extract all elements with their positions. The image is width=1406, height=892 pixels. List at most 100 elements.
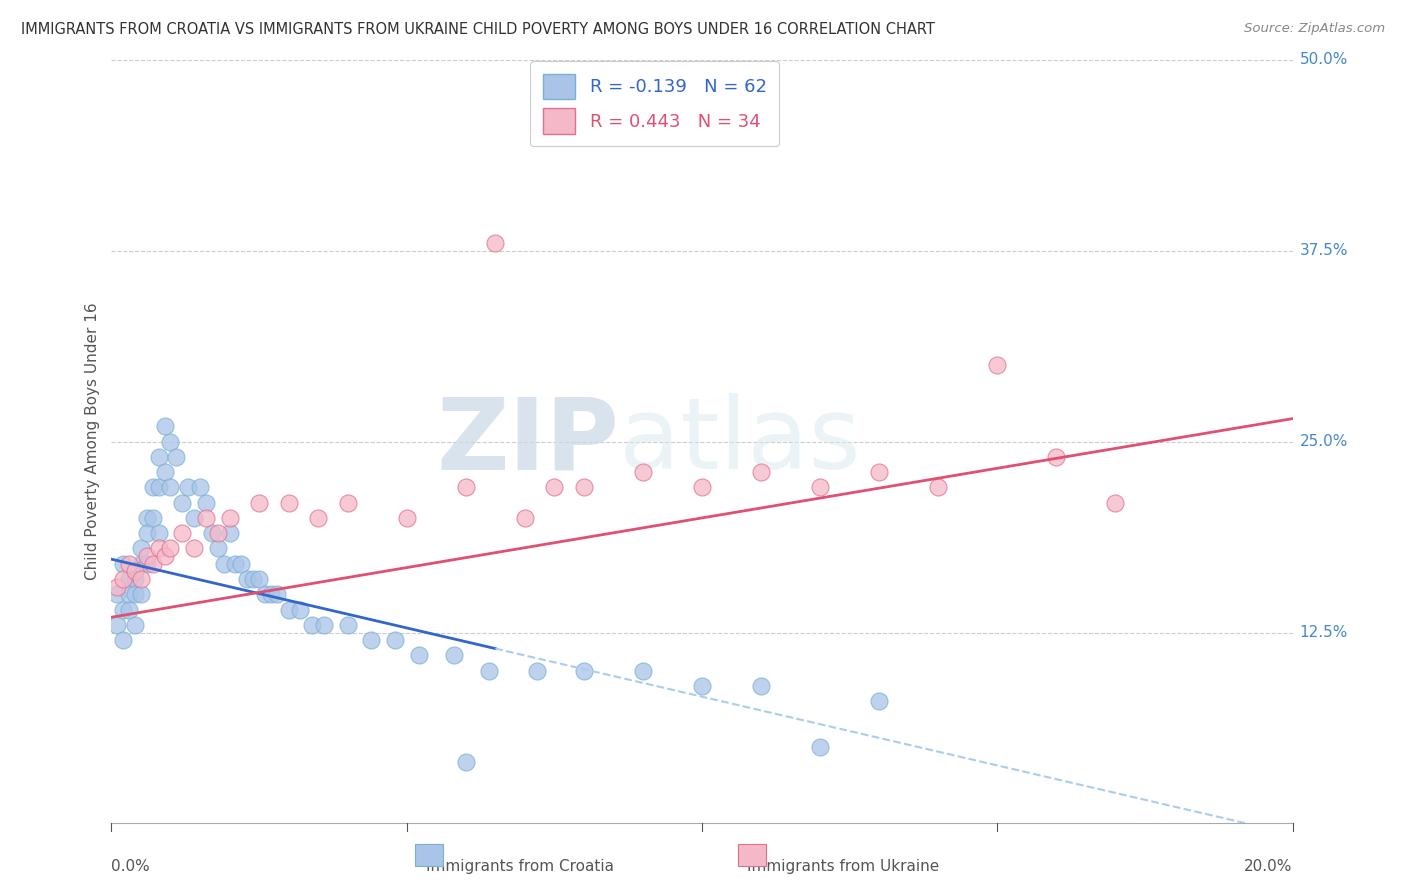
Point <box>277 602 299 616</box>
Point <box>124 565 146 579</box>
Point <box>1104 496 1126 510</box>
Point <box>148 450 170 464</box>
Point <box>142 557 165 571</box>
Point <box>148 541 170 556</box>
Point <box>183 541 205 556</box>
Point <box>572 480 595 494</box>
Point <box>129 557 152 571</box>
Text: Immigrants from Ukraine: Immigrants from Ukraine <box>748 859 939 874</box>
Point <box>148 526 170 541</box>
Point <box>927 480 949 494</box>
Point <box>183 511 205 525</box>
Point <box>177 480 200 494</box>
Point <box>307 511 329 525</box>
Text: 50.0%: 50.0% <box>1299 52 1348 67</box>
Point <box>172 526 194 541</box>
Point <box>1045 450 1067 464</box>
Point <box>207 541 229 556</box>
Point <box>868 694 890 708</box>
Point <box>129 572 152 586</box>
Text: 12.5%: 12.5% <box>1299 625 1348 640</box>
Point <box>266 587 288 601</box>
Point <box>148 480 170 494</box>
Point <box>118 587 141 601</box>
Point <box>236 572 259 586</box>
Text: ZIP: ZIP <box>436 393 619 490</box>
Point <box>153 419 176 434</box>
Point <box>631 465 654 479</box>
Point <box>105 580 128 594</box>
Point <box>868 465 890 479</box>
Point <box>253 587 276 601</box>
Point <box>135 526 157 541</box>
Point <box>543 480 565 494</box>
Text: 37.5%: 37.5% <box>1299 244 1348 258</box>
Point <box>231 557 253 571</box>
Point <box>112 572 135 586</box>
Point <box>526 664 548 678</box>
Point <box>201 526 224 541</box>
Point <box>207 526 229 541</box>
Point <box>194 496 217 510</box>
Point <box>260 587 283 601</box>
Point <box>172 496 194 510</box>
Point <box>513 511 536 525</box>
Y-axis label: Child Poverty Among Boys Under 16: Child Poverty Among Boys Under 16 <box>86 302 100 581</box>
Point <box>360 633 382 648</box>
Point <box>129 541 152 556</box>
Point <box>159 434 181 449</box>
Point <box>312 618 335 632</box>
Text: IMMIGRANTS FROM CROATIA VS IMMIGRANTS FROM UKRAINE CHILD POVERTY AMONG BOYS UNDE: IMMIGRANTS FROM CROATIA VS IMMIGRANTS FR… <box>21 22 935 37</box>
Point <box>631 664 654 678</box>
Point <box>484 235 506 250</box>
Point <box>478 664 501 678</box>
Point <box>124 587 146 601</box>
Point <box>135 557 157 571</box>
Point <box>112 557 135 571</box>
Text: Immigrants from Croatia: Immigrants from Croatia <box>426 859 614 874</box>
Point <box>135 549 157 563</box>
Point <box>242 572 264 586</box>
Point <box>129 587 152 601</box>
Point <box>194 511 217 525</box>
Point <box>124 572 146 586</box>
Point <box>218 526 240 541</box>
Point <box>749 679 772 693</box>
Point <box>142 480 165 494</box>
Point <box>212 557 235 571</box>
Point <box>165 450 187 464</box>
Text: 0.0%: 0.0% <box>111 859 150 874</box>
Point <box>188 480 211 494</box>
Point <box>408 648 430 663</box>
Point <box>749 465 772 479</box>
Point <box>142 511 165 525</box>
Point <box>454 480 477 494</box>
Point <box>118 557 141 571</box>
Point <box>159 480 181 494</box>
Point <box>454 756 477 770</box>
Point <box>224 557 246 571</box>
Point <box>690 480 713 494</box>
Point <box>124 618 146 632</box>
Point <box>301 618 323 632</box>
Point <box>277 496 299 510</box>
Point <box>153 549 176 563</box>
Point <box>290 602 312 616</box>
Point <box>572 664 595 678</box>
Legend: R = -0.139   N = 62, R = 0.443   N = 34: R = -0.139 N = 62, R = 0.443 N = 34 <box>530 61 779 146</box>
Point <box>336 618 359 632</box>
Point <box>218 511 240 525</box>
Point <box>105 587 128 601</box>
Point <box>153 465 176 479</box>
Point <box>395 511 418 525</box>
Point <box>443 648 465 663</box>
Point <box>118 602 141 616</box>
Text: 25.0%: 25.0% <box>1299 434 1348 449</box>
Text: Source: ZipAtlas.com: Source: ZipAtlas.com <box>1244 22 1385 36</box>
Point <box>247 572 270 586</box>
Point <box>118 572 141 586</box>
Point <box>808 480 831 494</box>
Point <box>159 541 181 556</box>
Point <box>247 496 270 510</box>
Point <box>986 358 1008 372</box>
